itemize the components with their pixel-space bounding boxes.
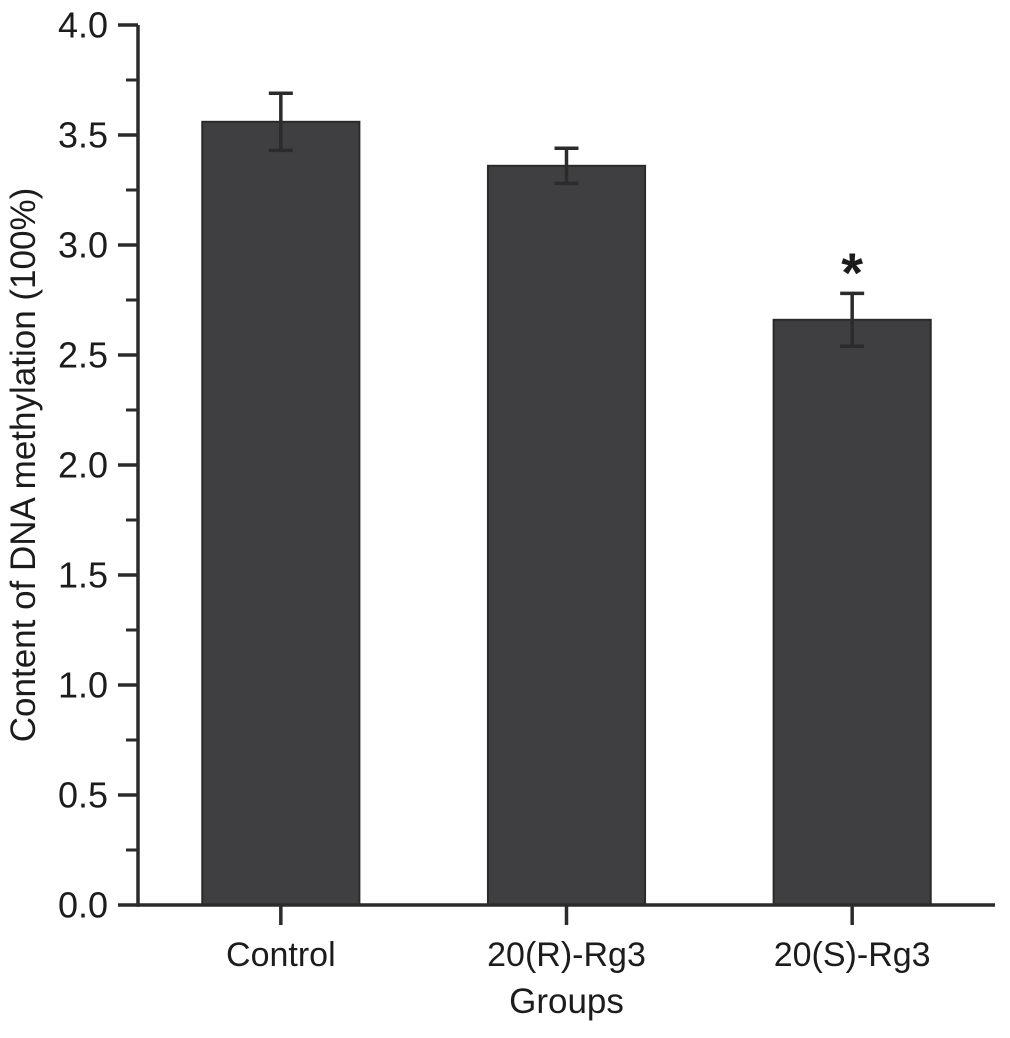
y-tick-label: 3.0: [58, 225, 108, 266]
y-tick-label: 0.0: [58, 885, 108, 926]
bar-20-r-rg3: [486, 164, 647, 907]
x-category-label: 20(S)-Rg3: [774, 936, 931, 974]
y-tick-label: 1.0: [58, 665, 108, 706]
y-tick-label: 2.0: [58, 445, 108, 486]
bar-control: [201, 120, 361, 907]
y-tick-label: 4.0: [58, 5, 108, 46]
y-tick-label: 2.5: [58, 335, 108, 376]
y-tick-label: 0.5: [58, 775, 108, 816]
x-category-label: 20(R)-Rg3: [487, 936, 646, 974]
y-tick-label: 1.5: [58, 555, 108, 596]
significance-asterisk: *: [841, 241, 863, 304]
x-category-label: Control: [226, 936, 336, 974]
bar-20-s-rg3: [772, 318, 932, 906]
y-tick-label: 3.5: [58, 115, 108, 156]
